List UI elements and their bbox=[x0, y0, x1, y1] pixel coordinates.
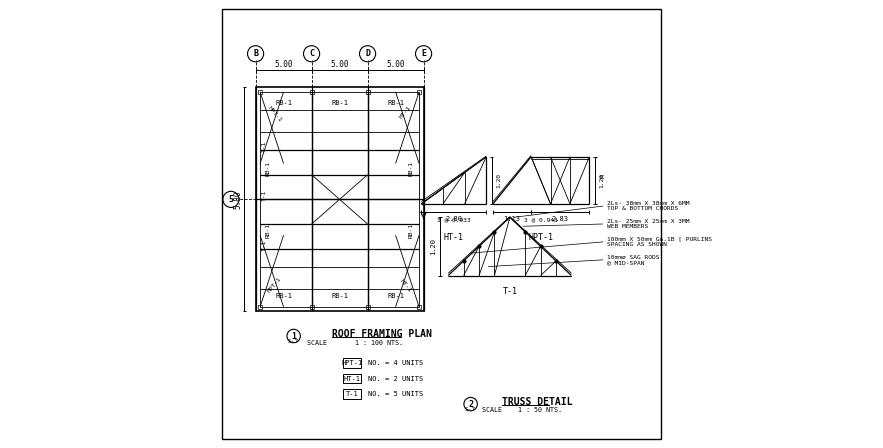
Bar bbox=[255, 87, 424, 311]
Text: HT-1: HT-1 bbox=[399, 105, 412, 120]
Text: S-7: S-7 bbox=[465, 407, 476, 413]
Text: HT-1: HT-1 bbox=[444, 233, 464, 242]
Text: 2: 2 bbox=[468, 400, 473, 409]
Text: NO. = 2 UNITS: NO. = 2 UNITS bbox=[367, 375, 423, 382]
Bar bbox=[260, 92, 419, 307]
Text: 5.00: 5.00 bbox=[387, 60, 404, 69]
Text: 10mmø SAG RODS
@ MID-SPAN: 10mmø SAG RODS @ MID-SPAN bbox=[608, 254, 660, 265]
Text: 1: 1 bbox=[291, 332, 296, 340]
Text: 1.20: 1.20 bbox=[599, 173, 604, 188]
Bar bbox=[366, 305, 370, 309]
Text: HT-1: HT-1 bbox=[343, 375, 360, 382]
Text: 2Ls- 38mm X 38mm X 6MM
TOP & BOTTOM CHORDS: 2Ls- 38mm X 38mm X 6MM TOP & BOTTOM CHOR… bbox=[608, 201, 690, 211]
Text: HPT-1: HPT-1 bbox=[341, 360, 363, 366]
Text: SCALE       1 : 100 NTS.: SCALE 1 : 100 NTS. bbox=[307, 340, 404, 346]
Text: SCALE    1 : 50 NTS.: SCALE 1 : 50 NTS. bbox=[482, 407, 562, 413]
Text: 100mm X 50mm GA.1B [ PURLINS
SPACING AS SHOWN: 100mm X 50mm GA.1B [ PURLINS SPACING AS … bbox=[608, 237, 713, 247]
Bar bbox=[417, 305, 421, 309]
Text: TRUSS DETAIL: TRUSS DETAIL bbox=[502, 397, 572, 407]
Text: 5.00: 5.00 bbox=[275, 60, 293, 69]
Bar bbox=[310, 90, 313, 94]
Text: HT-1: HT-1 bbox=[399, 279, 412, 293]
Bar bbox=[366, 90, 370, 94]
Text: 2Ls- 25mm X 25mm X 3MM
WEB MEMBERS: 2Ls- 25mm X 25mm X 3MM WEB MEMBERS bbox=[608, 219, 690, 229]
Text: B: B bbox=[253, 49, 258, 58]
Text: T-1: T-1 bbox=[262, 141, 268, 152]
Text: HPT-1: HPT-1 bbox=[529, 233, 554, 242]
Bar bbox=[417, 90, 421, 94]
Text: E: E bbox=[421, 49, 426, 58]
Bar bbox=[343, 358, 361, 368]
Text: RB-1: RB-1 bbox=[331, 100, 348, 106]
Text: 5: 5 bbox=[229, 195, 233, 204]
Text: RB-1: RB-1 bbox=[275, 100, 292, 106]
Text: T-1: T-1 bbox=[262, 239, 268, 251]
Text: RB-1: RB-1 bbox=[266, 223, 270, 238]
Text: RB-1: RB-1 bbox=[275, 293, 292, 299]
Bar bbox=[343, 389, 361, 399]
Text: ROOF FRAMING PLAN: ROOF FRAMING PLAN bbox=[332, 329, 432, 339]
Bar bbox=[343, 374, 361, 383]
Text: 5.80: 5.80 bbox=[233, 190, 242, 209]
Text: 2.80: 2.80 bbox=[445, 215, 463, 222]
Text: RB-1: RB-1 bbox=[387, 100, 404, 106]
Text: M: M bbox=[600, 174, 606, 178]
Text: 5.00: 5.00 bbox=[330, 60, 349, 69]
Text: 3 @ 0.943: 3 @ 0.943 bbox=[525, 217, 558, 222]
Text: D: D bbox=[365, 49, 370, 58]
Text: NO. = 5 UNITS: NO. = 5 UNITS bbox=[367, 391, 423, 397]
Bar bbox=[310, 305, 313, 309]
Text: 1.20: 1.20 bbox=[496, 173, 501, 188]
Text: RB-1: RB-1 bbox=[409, 223, 413, 238]
Text: T-1: T-1 bbox=[502, 287, 517, 296]
Text: 1.20: 1.20 bbox=[430, 238, 436, 255]
Bar bbox=[258, 90, 262, 94]
Text: RB-1: RB-1 bbox=[387, 293, 404, 299]
Text: T-1: T-1 bbox=[345, 391, 358, 397]
Text: 2.83: 2.83 bbox=[552, 215, 569, 222]
Text: C: C bbox=[309, 49, 314, 58]
Text: RB-1: RB-1 bbox=[331, 293, 348, 299]
Bar bbox=[258, 305, 262, 309]
Text: NO. = 4 UNITS: NO. = 4 UNITS bbox=[367, 360, 423, 366]
Text: T-1: T-1 bbox=[262, 190, 268, 202]
Text: RB-1: RB-1 bbox=[409, 160, 413, 176]
Text: S-7: S-7 bbox=[288, 339, 299, 345]
Text: HPT-1: HPT-1 bbox=[267, 105, 283, 123]
Text: 3 @ 0.933: 3 @ 0.933 bbox=[437, 217, 471, 222]
Text: HPT-1: HPT-1 bbox=[267, 276, 283, 293]
Text: RB-1: RB-1 bbox=[266, 160, 270, 176]
Text: 1.13: 1.13 bbox=[503, 215, 521, 222]
